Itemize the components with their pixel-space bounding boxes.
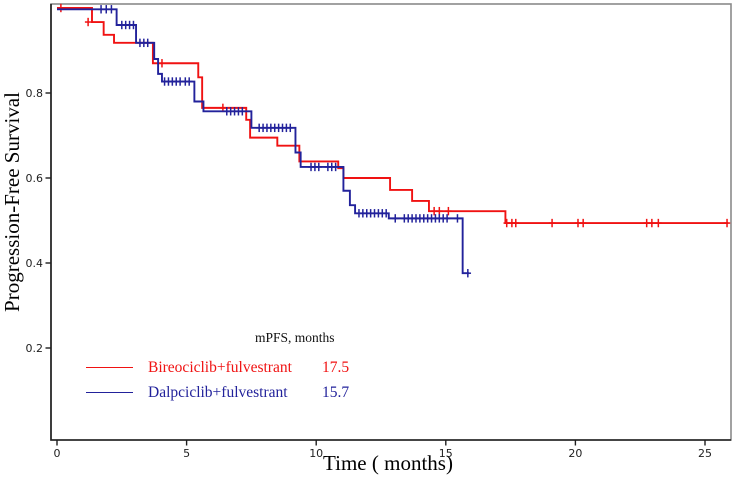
x-axis-title: Time ( months) bbox=[323, 451, 453, 475]
svg-text:0.6: 0.6 bbox=[26, 172, 44, 185]
legend-item-dalpciclib: Dalpciclib+fulvestrant 15.7 bbox=[86, 383, 349, 402]
legend-header: mPFS, months bbox=[255, 330, 335, 345]
legend-item-bireociclib: Bireociclib+fulvestrant 17.5 bbox=[86, 358, 349, 377]
svg-text:10: 10 bbox=[309, 447, 323, 460]
svg-text:0: 0 bbox=[54, 447, 61, 460]
legend-line-swatch-blue bbox=[86, 392, 133, 393]
y-axis-title: Progression-Free Survival bbox=[0, 92, 24, 312]
svg-text:0.8: 0.8 bbox=[26, 87, 44, 100]
svg-text:5: 5 bbox=[183, 447, 190, 460]
svg-text:20: 20 bbox=[568, 447, 582, 460]
svg-text:0.2: 0.2 bbox=[26, 342, 44, 355]
legend-value: 15.7 bbox=[322, 383, 350, 401]
svg-text:25: 25 bbox=[698, 447, 712, 460]
legend-value: 17.5 bbox=[322, 358, 350, 376]
legend-label: Bireociclib+fulvestrant bbox=[148, 358, 292, 376]
legend-label: Dalpciclib+fulvestrant bbox=[148, 383, 288, 401]
legend-line-swatch-red bbox=[86, 367, 133, 368]
svg-text:0.4: 0.4 bbox=[26, 257, 44, 270]
svg-text:15: 15 bbox=[439, 447, 453, 460]
